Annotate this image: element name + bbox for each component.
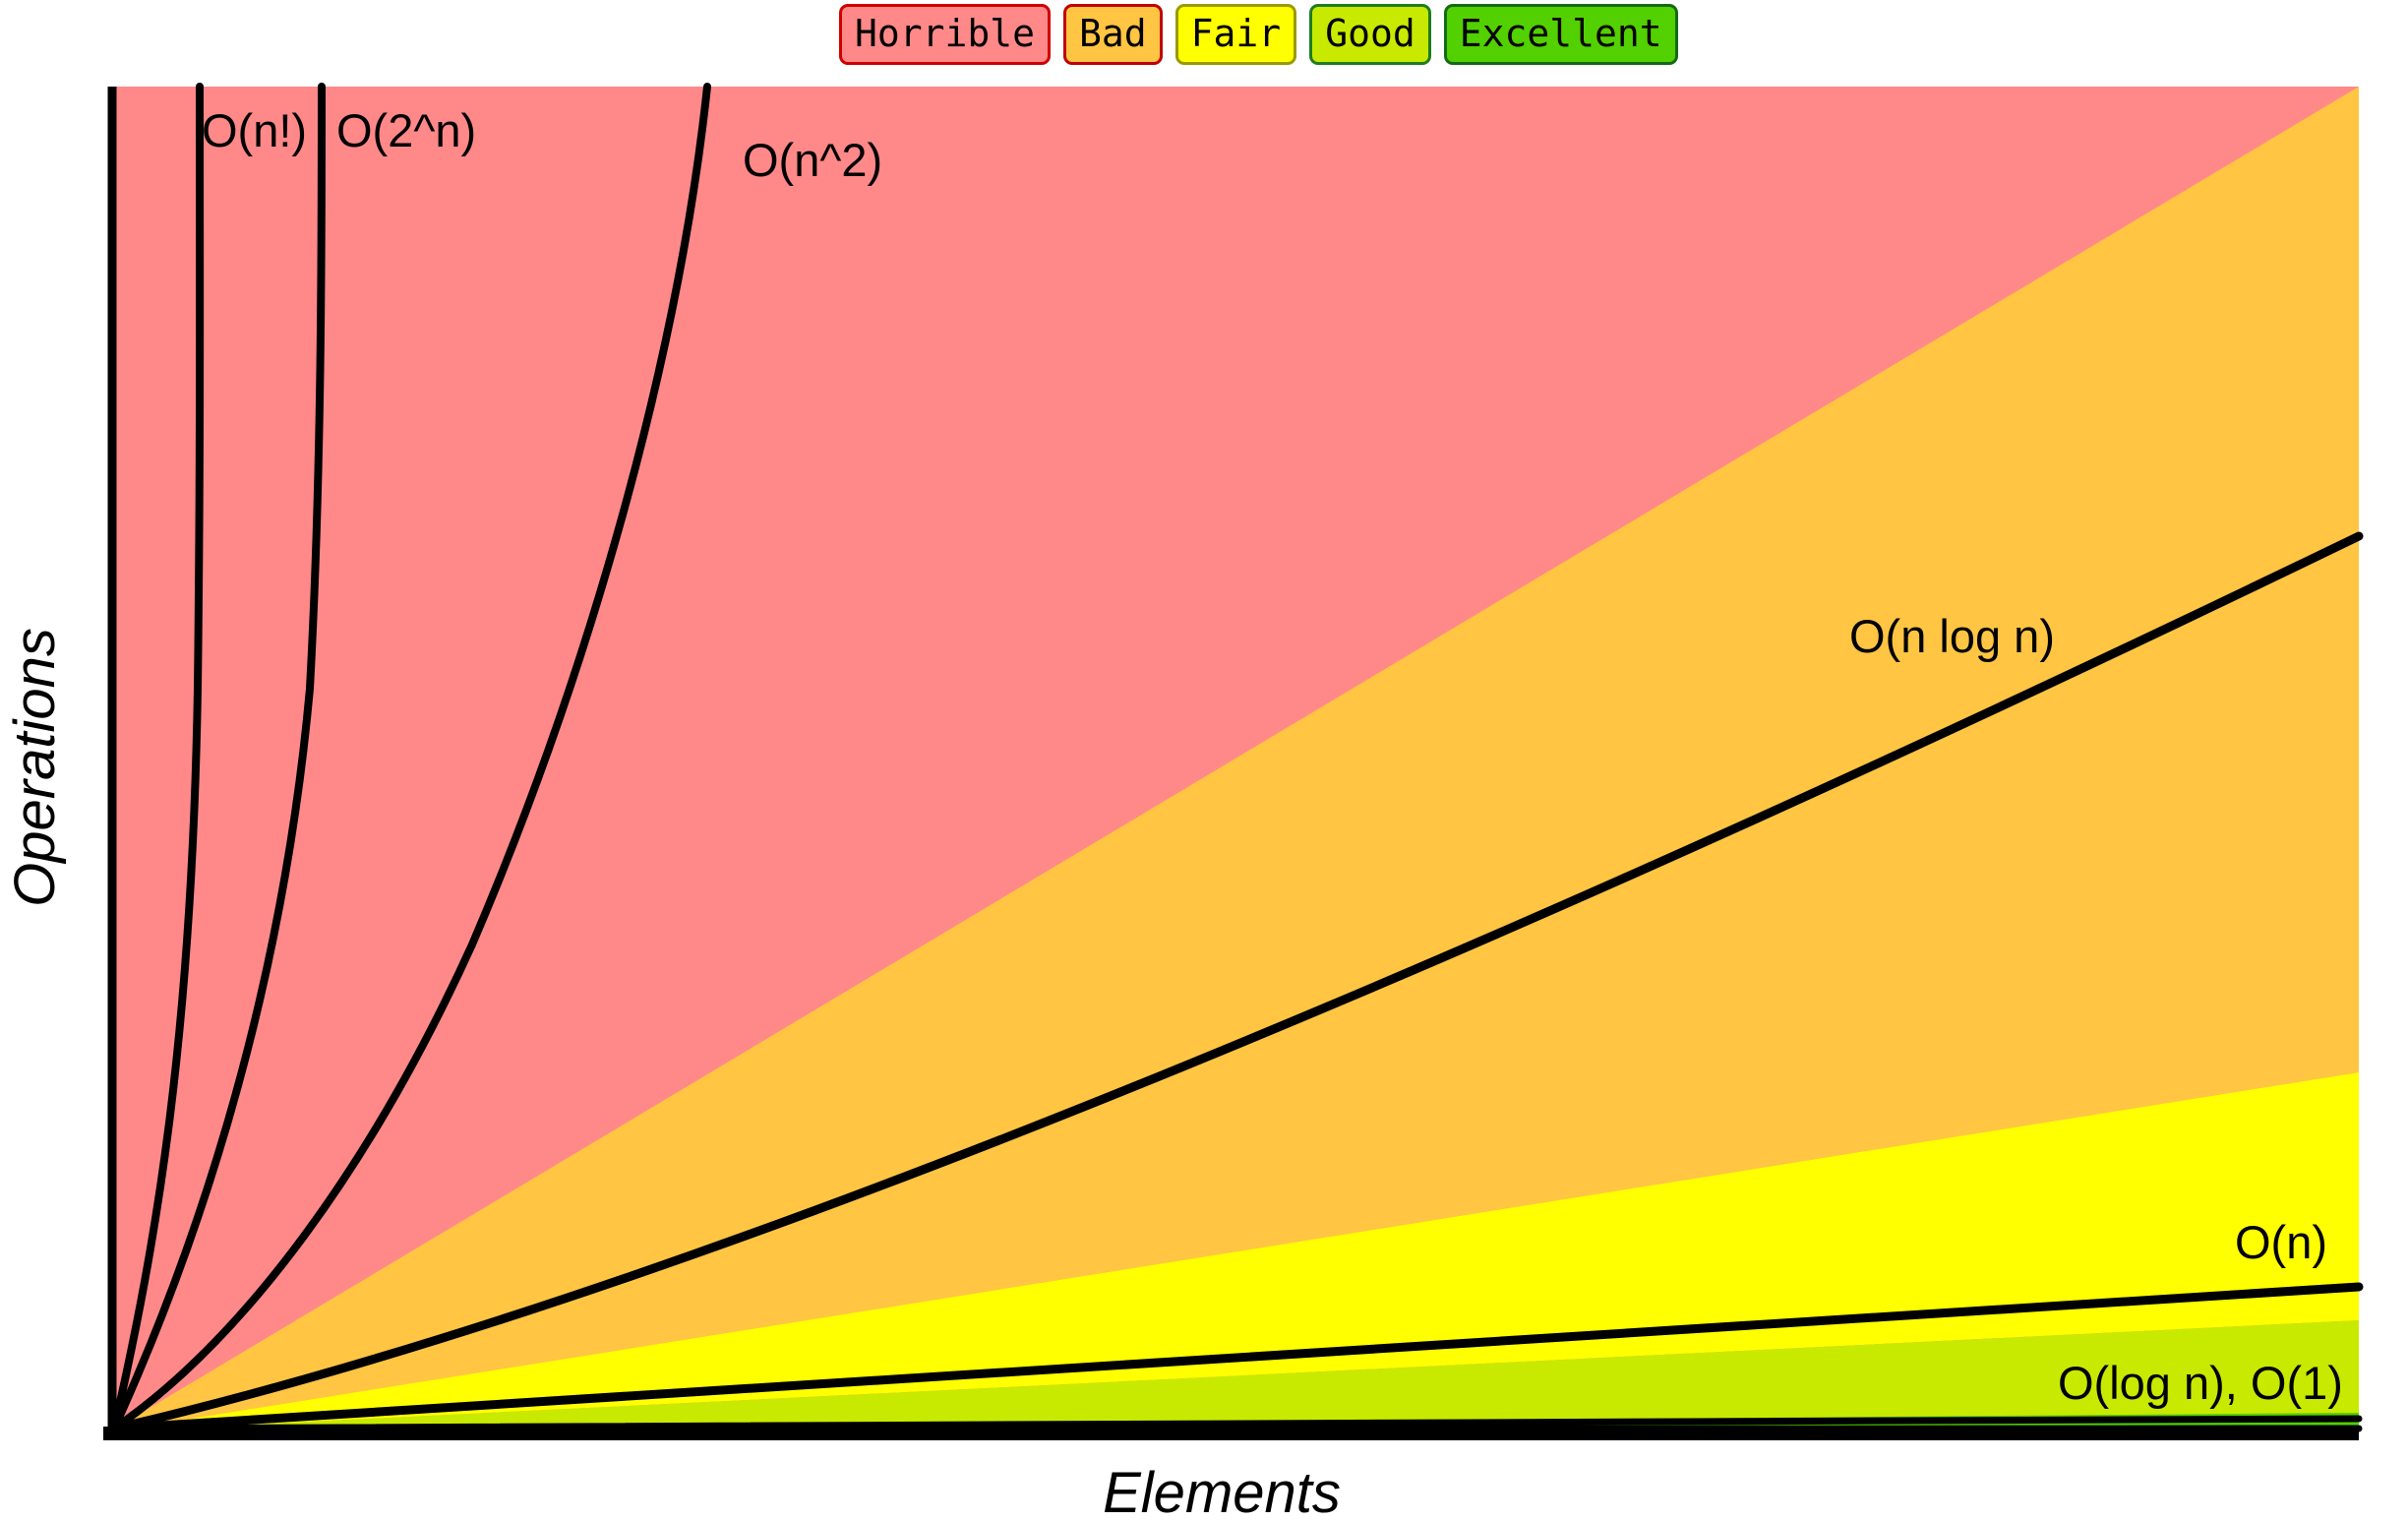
curve-o-2-pow-n	[110, 83, 326, 1432]
curve-label-o-n-squared: O(n^2)	[743, 134, 883, 186]
legend-item-good: Good	[1309, 4, 1431, 65]
region-good	[110, 1320, 2359, 1431]
curve-label-o-2-pow-n: O(2^n)	[336, 104, 477, 156]
curve-o-n-factorial	[110, 83, 205, 1432]
x-axis-label: Elements	[1103, 1461, 1341, 1521]
curve-o-n-squared	[110, 83, 711, 1432]
legend-item-fair: Fair	[1174, 4, 1297, 65]
legend-item-bad: Bad	[1063, 4, 1163, 65]
curve-label-o-log-n-o-1: O(log n), O(1)	[2058, 1357, 2343, 1409]
curve-o-n-log-n	[109, 531, 2364, 1433]
y-axis-label: Operations	[3, 628, 67, 907]
legend-item-horrible: Horrible	[839, 4, 1052, 65]
curve-label-o-n: O(n)	[2235, 1216, 2327, 1268]
curve-label-o-n-factorial: O(n!)	[202, 104, 308, 156]
region-bad	[110, 87, 2359, 1431]
region-fair	[110, 1072, 2359, 1431]
curve-o-n	[109, 1282, 2364, 1433]
legend-item-excellent: Excellent	[1443, 4, 1678, 65]
curve-label-o-n-log-n: O(n log n)	[1849, 610, 2055, 662]
legend: Horrible Bad Fair Good Excellent	[839, 4, 1678, 65]
